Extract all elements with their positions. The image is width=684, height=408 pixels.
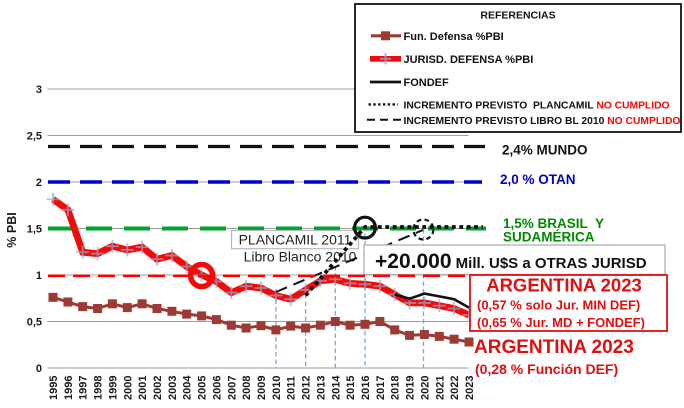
svg-text:2003: 2003 <box>167 376 179 400</box>
svg-text:2008: 2008 <box>241 376 253 400</box>
svg-text:1997: 1997 <box>78 376 90 400</box>
svg-text:JURISD. DEFENSA %PBI: JURISD. DEFENSA %PBI <box>404 54 534 66</box>
svg-text:INCREMENTO PREVISTO LIBRO BL 2: INCREMENTO PREVISTO LIBRO BL 2010 NO CUM… <box>404 116 681 127</box>
svg-text:1999: 1999 <box>107 376 119 400</box>
svg-text:2: 2 <box>36 177 42 189</box>
svg-text:1998: 1998 <box>93 376 105 400</box>
svg-text:2018: 2018 <box>390 376 402 400</box>
svg-text:2002: 2002 <box>152 376 164 400</box>
svg-text:2009: 2009 <box>256 376 268 400</box>
svg-text:1995: 1995 <box>48 376 60 400</box>
svg-text:2007: 2007 <box>226 376 238 400</box>
svg-text:REFERENCIAS: REFERENCIAS <box>480 10 555 22</box>
svg-text:0: 0 <box>36 363 42 375</box>
svg-text:1,5% BRASIL Y: 1,5% BRASIL Y <box>503 216 604 231</box>
svg-text:ARGENTINA 2023: ARGENTINA 2023 <box>486 275 642 296</box>
svg-text:2020: 2020 <box>419 376 431 400</box>
svg-text:SUDAMÉRICA: SUDAMÉRICA <box>503 230 595 245</box>
svg-text:INCREMENTO PREVISTO PLANCAMIL: INCREMENTO PREVISTO PLANCAMIL NO CUMPLID… <box>404 100 670 111</box>
svg-text:PLANCAMIL 2011: PLANCAMIL 2011 <box>239 232 352 248</box>
svg-text:3: 3 <box>36 84 42 96</box>
svg-text:(0,28 % Función DEF): (0,28 % Función DEF) <box>475 361 618 377</box>
svg-text:(0,57 % solo Jur. MIN DEF): (0,57 % solo Jur. MIN DEF) <box>477 298 640 313</box>
svg-text:% PBI: % PBI <box>5 212 19 247</box>
svg-text:1,5: 1,5 <box>27 224 42 236</box>
svg-text:2023: 2023 <box>464 376 476 400</box>
svg-text:1: 1 <box>36 270 42 282</box>
svg-text:2022: 2022 <box>449 376 461 400</box>
svg-text:2014: 2014 <box>330 375 342 400</box>
svg-text:2011: 2011 <box>286 376 298 400</box>
svg-text:2013: 2013 <box>315 376 327 400</box>
svg-text:2001: 2001 <box>137 376 149 400</box>
svg-text:2016: 2016 <box>360 376 372 400</box>
svg-text:2000: 2000 <box>122 376 134 400</box>
svg-text:2012: 2012 <box>301 376 313 400</box>
svg-text:Fun. Defensa %PBI: Fun. Defensa %PBI <box>404 31 504 43</box>
svg-text:2015: 2015 <box>345 376 357 400</box>
svg-text:0,5: 0,5 <box>27 317 42 329</box>
svg-text:2,0 % OTAN: 2,0 % OTAN <box>500 172 576 187</box>
svg-text:ARGENTINA 2023: ARGENTINA 2023 <box>474 337 634 358</box>
svg-text:2,5: 2,5 <box>27 131 42 143</box>
svg-text:+20.000 Mill. U$S a OTRAS JURI: +20.000 Mill. U$S a OTRAS JURISD <box>375 250 647 273</box>
svg-text:2004: 2004 <box>182 375 194 400</box>
svg-text:(0,65 % Jur. MD + FONDEF): (0,65 % Jur. MD + FONDEF) <box>477 315 645 330</box>
svg-text:2,4% MUNDO: 2,4% MUNDO <box>502 143 588 158</box>
svg-text:2019: 2019 <box>405 376 417 400</box>
svg-text:2010: 2010 <box>271 376 283 400</box>
svg-text:1996: 1996 <box>63 376 75 400</box>
svg-text:FONDEF: FONDEF <box>404 77 450 89</box>
svg-text:2005: 2005 <box>197 376 209 400</box>
svg-text:2017: 2017 <box>375 376 387 400</box>
svg-text:2021: 2021 <box>434 376 446 400</box>
svg-text:Libro Blanco 2010: Libro Blanco 2010 <box>244 249 357 265</box>
svg-text:2006: 2006 <box>211 376 223 400</box>
